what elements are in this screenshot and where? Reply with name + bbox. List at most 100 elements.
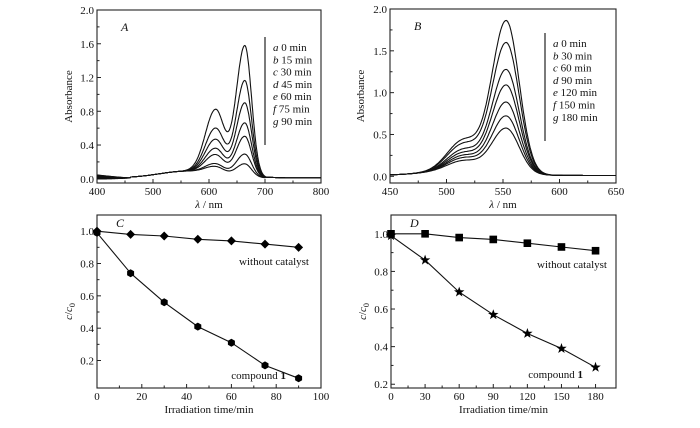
legend-entry: g 180 min xyxy=(553,112,598,124)
y-tick-label: 1.0 xyxy=(80,226,94,238)
marker-hexagon xyxy=(261,361,269,370)
panel-B: 450 500 550 600 650 0.0 0.5 1.0 1.5 2.0 Ba 0 minb … xyxy=(355,4,625,211)
y-tick-label: 0.5 xyxy=(373,129,387,141)
legend-label: 90 min xyxy=(559,75,593,87)
legend-label: 0 min xyxy=(279,42,308,54)
marker-square xyxy=(557,243,566,251)
marker-diamond xyxy=(260,239,270,249)
x-axis-unit: / nm xyxy=(494,199,517,211)
marker-square xyxy=(489,235,498,244)
series-label-compound-number: 1 xyxy=(281,370,287,382)
y-tick-label: 1.2 xyxy=(80,73,94,85)
x-tick-label: 180 xyxy=(587,391,604,403)
x-axis-unit: / nm xyxy=(200,199,223,211)
legend-entry: b 30 min xyxy=(553,50,593,62)
panel-letter: D xyxy=(409,216,419,230)
y-label-c: c xyxy=(63,315,75,320)
panel-A: 400 500 600 700 800 0.0 0.4 0.8 1.2 1.6 2.0 Aa 0 mi… xyxy=(63,5,330,211)
x-axis-label: Irradiation time/min xyxy=(165,404,254,416)
legend-letter: c xyxy=(553,63,558,75)
y-tick-label: 0.6 xyxy=(80,291,94,303)
legend-letter: f xyxy=(273,104,278,116)
legend-label: 15 min xyxy=(279,54,313,66)
legend-letter: g xyxy=(273,116,279,128)
legend-entry: g 90 min xyxy=(273,116,313,128)
spectrum-curve-g xyxy=(390,127,616,177)
legend-label: 120 min xyxy=(558,87,598,99)
legend-label: 75 min xyxy=(276,104,310,116)
legend-entry: c 60 min xyxy=(553,63,592,75)
x-axis-label: λ / nm xyxy=(194,199,223,211)
y-label-slash: / xyxy=(357,311,369,315)
x-axis-symbol: λ xyxy=(194,199,200,211)
y-tick-label: 0.6 xyxy=(374,304,388,316)
marker-star xyxy=(419,254,431,265)
y-tick-label: 0.4 xyxy=(80,140,94,152)
y-axis-label: Absorbance xyxy=(63,70,75,123)
legend-entry: a 0 min xyxy=(273,42,307,54)
legend-label: 30 min xyxy=(278,67,312,79)
legend-label: 90 min xyxy=(279,116,313,128)
y-label-subscript: 0 xyxy=(68,303,77,307)
x-tick-label: 600 xyxy=(201,186,218,198)
legend-letter: a xyxy=(273,42,279,54)
y-label-c: c xyxy=(357,315,369,320)
marker-square xyxy=(591,246,600,255)
legend-label: 45 min xyxy=(279,79,313,91)
series-label-compound-1: compound 1 xyxy=(231,370,286,382)
legend-label: 150 min xyxy=(556,100,596,112)
marker-square xyxy=(455,233,463,242)
x-tick-label: 650 xyxy=(608,186,625,198)
marker-hexagon xyxy=(194,322,202,331)
x-tick-label: 120 xyxy=(519,391,536,403)
y-tick-label: 2.0 xyxy=(80,5,94,17)
y-axis-label: c/c0 xyxy=(63,303,77,320)
x-tick-label: 600 xyxy=(551,186,568,198)
y-label-slash: / xyxy=(63,311,75,315)
legend-letter: b xyxy=(553,50,559,62)
legend-letter: c xyxy=(273,67,278,79)
marker-diamond xyxy=(193,234,203,244)
marker-square xyxy=(421,230,429,238)
y-tick-label: 1.0 xyxy=(374,229,388,241)
marker-star xyxy=(556,343,567,353)
panel-letter: C xyxy=(116,216,125,230)
x-tick-label: 450 xyxy=(382,186,399,198)
x-tick-label: 400 xyxy=(89,186,106,198)
y-tick-label: 2.0 xyxy=(373,4,387,16)
legend-entry: d 90 min xyxy=(553,75,593,87)
marker-square xyxy=(523,239,532,248)
series-label-without-catalyst: without catalyst xyxy=(239,256,309,268)
legend-entry: d 45 min xyxy=(273,79,313,91)
y-tick-label: 0.8 xyxy=(374,266,388,278)
x-tick-label: 80 xyxy=(271,391,283,403)
marker-hexagon xyxy=(127,269,135,278)
x-axis-symbol: λ xyxy=(488,199,494,211)
marker-hexagon xyxy=(227,338,235,347)
x-tick-label: 700 xyxy=(257,186,274,198)
y-tick-label: 0.2 xyxy=(80,356,94,368)
y-label-c0: c xyxy=(63,307,75,312)
series-label-text: compound xyxy=(231,370,280,382)
spectrum-curve-e xyxy=(96,135,321,179)
y-label-subscript: 0 xyxy=(362,303,371,307)
y-tick-label: 1.5 xyxy=(373,46,387,58)
legend-entry: a 0 min xyxy=(553,38,587,50)
marker-star xyxy=(590,361,601,372)
legend-letter: a xyxy=(553,38,559,50)
legend-entry: e 60 min xyxy=(273,91,312,103)
marker-diamond xyxy=(126,229,136,239)
legend-letter: g xyxy=(553,112,559,124)
legend-entry: c 30 min xyxy=(273,67,312,79)
y-tick-label: 1.6 xyxy=(80,39,94,51)
legend-letter: e xyxy=(553,87,558,99)
y-tick-label: 0.0 xyxy=(80,174,94,186)
panel-D: 0 30 60 90 120 150 180 0.2 0.4 0.6 0.8 1.0 Dwithout … xyxy=(357,214,617,416)
y-tick-label: 0.0 xyxy=(373,171,387,183)
legend-entry: f 150 min xyxy=(553,100,596,112)
panel-letter: A xyxy=(120,20,129,34)
x-tick-label: 60 xyxy=(226,391,238,403)
series-label-compound-1: compound 1 xyxy=(528,369,583,381)
y-tick-label: 0.8 xyxy=(80,106,94,118)
